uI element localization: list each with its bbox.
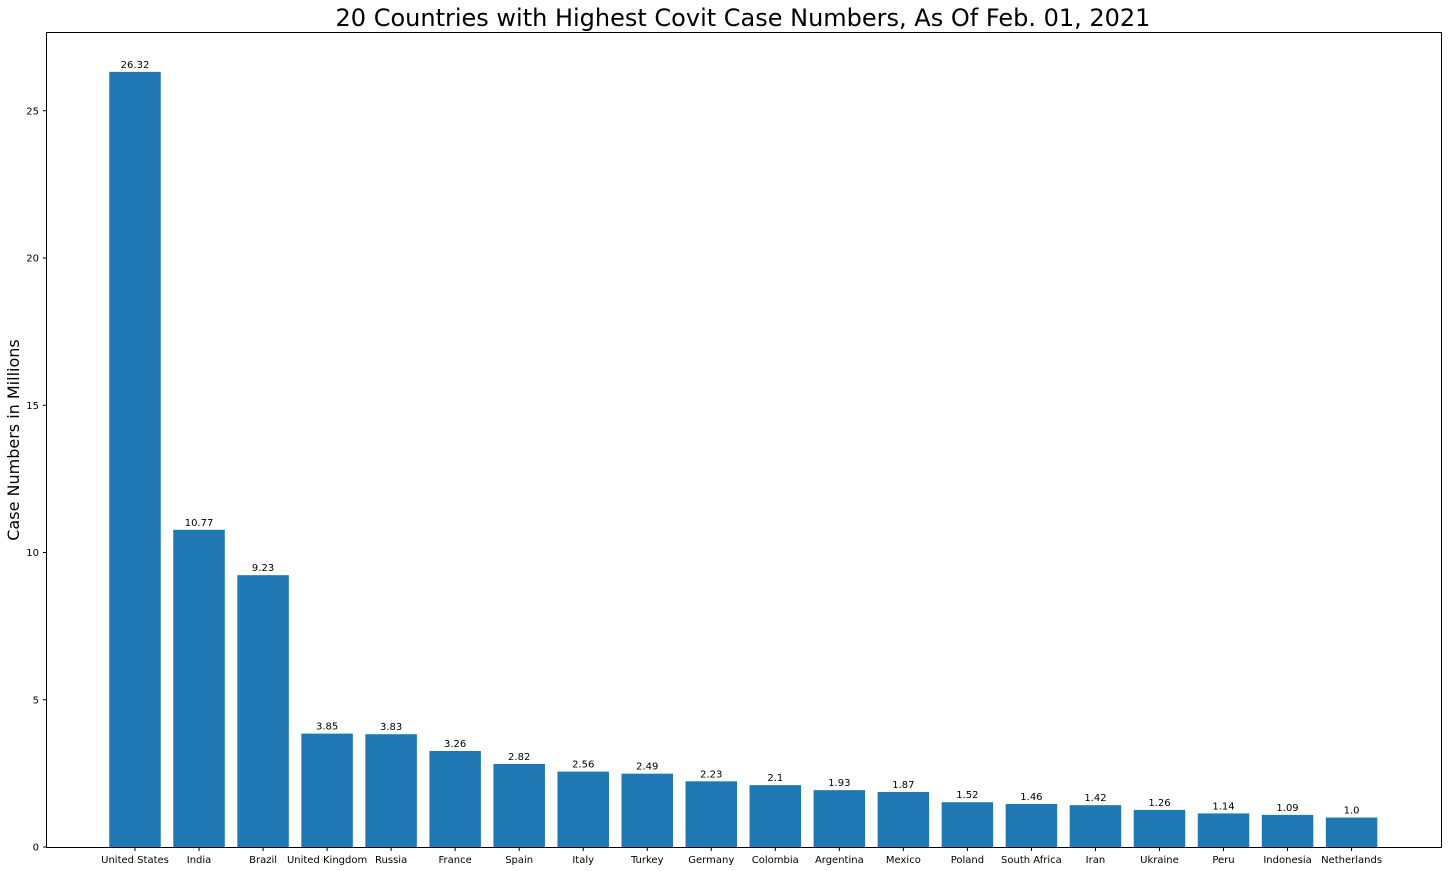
bar-8 — [621, 773, 673, 847]
y-tick-label-1: 5 — [33, 695, 39, 706]
data-label-10: 2.1 — [767, 773, 783, 784]
bar-16 — [1133, 809, 1186, 847]
x-tick-label-3: United Kingdom — [287, 855, 367, 866]
x-tick-label-0: United States — [101, 855, 169, 866]
x-tick-label-1: India — [187, 855, 212, 866]
bar-1 — [173, 529, 225, 847]
data-label-0: 26.32 — [121, 60, 150, 71]
bars-group — [109, 71, 1378, 848]
bar-0 — [109, 71, 161, 848]
data-label-13: 1.52 — [956, 790, 978, 801]
y-tick-label-3: 15 — [26, 401, 39, 412]
y-axis-ticks: 0 5 10 15 20 25 — [26, 106, 47, 854]
bar-15 — [1069, 805, 1122, 847]
y-tick-label-0: 0 — [33, 843, 39, 854]
x-axis-ticks: United States India Brazil United Kingdom Ru… — [101, 847, 1382, 866]
bar-7 — [557, 771, 609, 847]
bar-5 — [429, 750, 481, 847]
x-tick-label-8: Turkey — [630, 855, 664, 866]
data-label-16: 1.26 — [1148, 798, 1170, 809]
x-tick-label-15: Iran — [1086, 855, 1106, 866]
x-tick-label-6: Spain — [505, 855, 533, 866]
x-tick-label-5: France — [439, 855, 472, 866]
x-tick-label-4: Russia — [375, 855, 407, 866]
data-labels-group: 26.32 10.77 9.23 3.85 3.83 3.26 2.82 2.56 2.49 2.… — [121, 60, 1360, 817]
data-label-5: 3.26 — [444, 739, 466, 750]
y-tick-label-5: 25 — [26, 106, 39, 117]
y-tick-label-2: 10 — [26, 548, 39, 559]
bar-9 — [685, 781, 738, 847]
y-tick-label-4: 20 — [26, 254, 39, 265]
data-label-19: 1.0 — [1344, 806, 1360, 817]
bar-6 — [493, 763, 545, 847]
bar-12 — [877, 791, 930, 847]
data-label-8: 2.49 — [636, 762, 658, 773]
x-tick-label-12: Mexico — [886, 855, 921, 866]
plot-frame — [46, 32, 1442, 848]
x-tick-label-16: Ukraine — [1140, 855, 1179, 866]
x-tick-label-17: Peru — [1212, 855, 1234, 866]
bar-4 — [365, 734, 417, 847]
x-tick-label-9: Germany — [688, 855, 734, 866]
bar-13 — [941, 802, 994, 847]
data-label-14: 1.46 — [1020, 792, 1042, 803]
data-label-17: 1.14 — [1212, 801, 1234, 812]
data-label-7: 2.56 — [572, 760, 594, 771]
y-axis-label: Case Numbers in Millions — [4, 339, 23, 540]
x-tick-label-7: Italy — [572, 855, 594, 866]
bar-3 — [301, 733, 353, 847]
bar-17 — [1197, 813, 1250, 847]
data-label-9: 2.23 — [700, 769, 722, 780]
bar-2 — [237, 575, 289, 847]
bar-14 — [1005, 804, 1058, 847]
data-label-11: 1.93 — [828, 778, 850, 789]
bar-10 — [749, 785, 802, 847]
chart-title: 20 Countries with Highest Covit Case Num… — [336, 4, 1151, 32]
data-label-6: 2.82 — [508, 752, 530, 763]
data-label-1: 10.77 — [185, 518, 214, 529]
x-tick-label-10: Colombia — [752, 855, 799, 866]
x-tick-label-11: Argentina — [815, 855, 864, 866]
data-label-18: 1.09 — [1276, 803, 1298, 814]
data-label-3: 3.85 — [316, 722, 338, 733]
bar-11 — [813, 790, 866, 847]
x-tick-label-2: Brazil — [249, 855, 277, 866]
data-label-4: 3.83 — [380, 722, 402, 733]
x-tick-label-13: Poland — [951, 855, 984, 866]
x-tick-label-19: Netherlands — [1321, 855, 1382, 866]
bar-19 — [1325, 817, 1378, 847]
data-label-12: 1.87 — [892, 780, 914, 791]
x-tick-label-18: Indonesia — [1263, 855, 1311, 866]
data-label-15: 1.42 — [1084, 793, 1106, 804]
bar-18 — [1261, 814, 1314, 847]
x-tick-label-14: South Africa — [1001, 855, 1062, 866]
data-label-2: 9.23 — [252, 563, 274, 574]
